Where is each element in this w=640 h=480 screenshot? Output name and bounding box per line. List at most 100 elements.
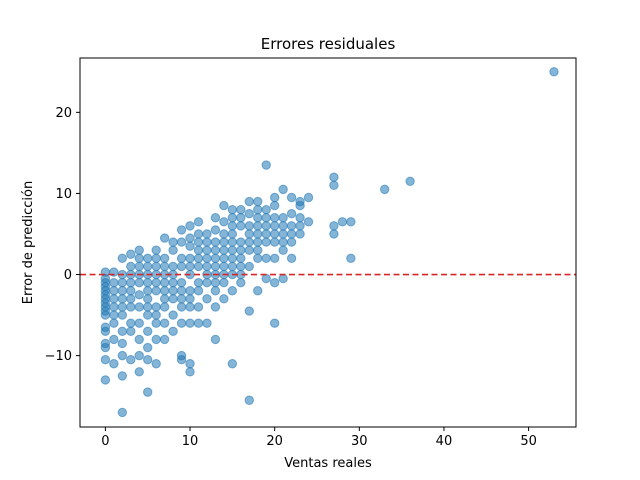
- data-point: [176, 225, 187, 235]
- data-point: [219, 217, 229, 227]
- data-point: [202, 277, 212, 288]
- data-point: [193, 318, 204, 328]
- data-point: [278, 184, 288, 195]
- data-point: [143, 253, 153, 264]
- data-point: [210, 213, 221, 223]
- data-point: [143, 387, 153, 397]
- data-point: [143, 294, 153, 304]
- data-point: [269, 237, 280, 247]
- data-point: [117, 302, 128, 312]
- plot-area-frame: [79, 57, 577, 428]
- data-point: [159, 261, 170, 272]
- data-point: [134, 350, 144, 361]
- data-point: [244, 229, 254, 239]
- y-axis-ticks: −10 0 10 20: [45, 106, 80, 364]
- data-point: [134, 277, 144, 288]
- data-point: [159, 334, 170, 345]
- data-point: [193, 253, 204, 264]
- data-point: [185, 221, 195, 231]
- data-point: [176, 253, 187, 264]
- data-point: [244, 221, 254, 231]
- data-point: [329, 172, 339, 182]
- data-point: [269, 213, 280, 223]
- data-point: [185, 359, 195, 369]
- data-point: [117, 277, 128, 288]
- data-point: [269, 253, 280, 264]
- data-point: [176, 350, 187, 361]
- data-point: [176, 237, 187, 247]
- data-point: [185, 253, 195, 264]
- data-point: [286, 209, 297, 219]
- data-point: [109, 318, 119, 328]
- x-tick-label: 40: [436, 434, 453, 449]
- data-point: [278, 273, 288, 284]
- data-point: [244, 209, 254, 219]
- data-point: [380, 184, 390, 195]
- data-point: [100, 338, 111, 349]
- data-point: [176, 294, 187, 304]
- data-point: [159, 253, 170, 264]
- data-point: [278, 221, 288, 231]
- data-point: [219, 253, 229, 264]
- data-point: [219, 245, 229, 255]
- data-point: [159, 233, 170, 243]
- data-point: [134, 334, 144, 345]
- data-point: [244, 245, 254, 255]
- data-point: [126, 286, 136, 296]
- data-point: [126, 354, 136, 365]
- data-point: [168, 237, 178, 247]
- data-point: [244, 196, 254, 207]
- data-point: [303, 217, 314, 227]
- data-point: [253, 221, 263, 231]
- data-point: [253, 286, 263, 296]
- data-point: [202, 253, 212, 264]
- data-point: [134, 318, 144, 328]
- data-point: [210, 302, 221, 312]
- data-point: [236, 221, 246, 231]
- data-point: [303, 192, 314, 203]
- data-point: [219, 229, 229, 239]
- data-point: [168, 326, 178, 336]
- data-point: [227, 237, 238, 247]
- points-layer: [100, 67, 559, 418]
- data-point: [143, 286, 153, 296]
- data-point: [143, 277, 153, 288]
- data-point: [176, 286, 187, 296]
- data-point: [151, 277, 161, 288]
- data-point: [261, 221, 271, 231]
- data-point: [134, 302, 144, 312]
- data-point: [117, 294, 128, 304]
- data-point: [185, 286, 195, 296]
- data-point: [236, 277, 246, 288]
- data-point: [227, 261, 238, 272]
- data-point: [143, 310, 153, 320]
- data-point: [295, 213, 305, 223]
- data-point: [202, 229, 212, 239]
- data-point: [210, 253, 221, 264]
- data-point: [193, 237, 204, 247]
- data-point: [126, 277, 136, 288]
- data-point: [143, 302, 153, 312]
- data-point: [176, 318, 187, 328]
- data-point: [202, 294, 212, 304]
- data-point: [126, 318, 136, 328]
- data-point: [236, 237, 246, 247]
- data-point: [329, 221, 339, 231]
- data-point: [151, 245, 161, 255]
- data-point: [109, 294, 119, 304]
- data-point: [295, 221, 305, 231]
- data-point: [117, 310, 128, 320]
- data-point: [168, 286, 178, 296]
- data-point: [236, 245, 246, 255]
- data-point: [176, 261, 187, 272]
- data-point: [185, 302, 195, 312]
- data-point: [227, 213, 238, 223]
- data-point: [168, 294, 178, 304]
- data-point: [236, 204, 246, 215]
- data-point: [151, 286, 161, 296]
- data-point: [244, 261, 254, 272]
- data-point: [261, 237, 271, 247]
- data-point: [151, 302, 161, 312]
- data-point: [168, 245, 178, 255]
- data-point: [109, 302, 119, 312]
